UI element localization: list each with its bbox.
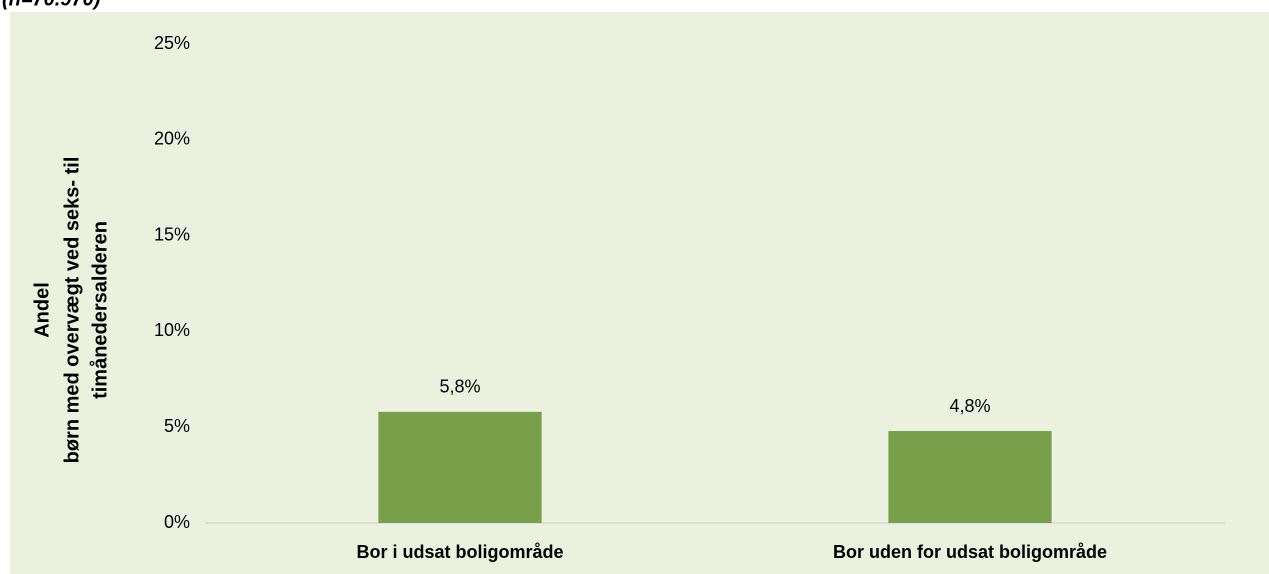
y-tick-label: 5% (164, 416, 190, 436)
y-label-line: timånedersalderen (88, 221, 111, 399)
x-tick-label: Bor i udsat boligområde (356, 542, 563, 562)
y-tick-label: 15% (154, 224, 190, 244)
y-label-line: Andel (31, 282, 53, 338)
y-axis-label: Andel børn med overvægt ved seks- til ti… (31, 157, 111, 464)
subtitle: (n=70.970) (2, 0, 101, 10)
y-tick-label: 25% (154, 33, 190, 53)
x-tick-label: Bor uden for udsat boligområde (833, 542, 1107, 562)
data-label: 5,8% (439, 377, 480, 397)
plot-background (10, 12, 1269, 574)
bar (888, 431, 1052, 523)
y-label-line: børn med overvægt ved seks- til (61, 157, 83, 464)
y-tick-label: 10% (154, 320, 190, 340)
bar (378, 411, 542, 523)
y-tick-label: 0% (164, 512, 190, 532)
data-label: 4,8% (949, 396, 990, 416)
y-tick-label: 20% (154, 129, 190, 149)
